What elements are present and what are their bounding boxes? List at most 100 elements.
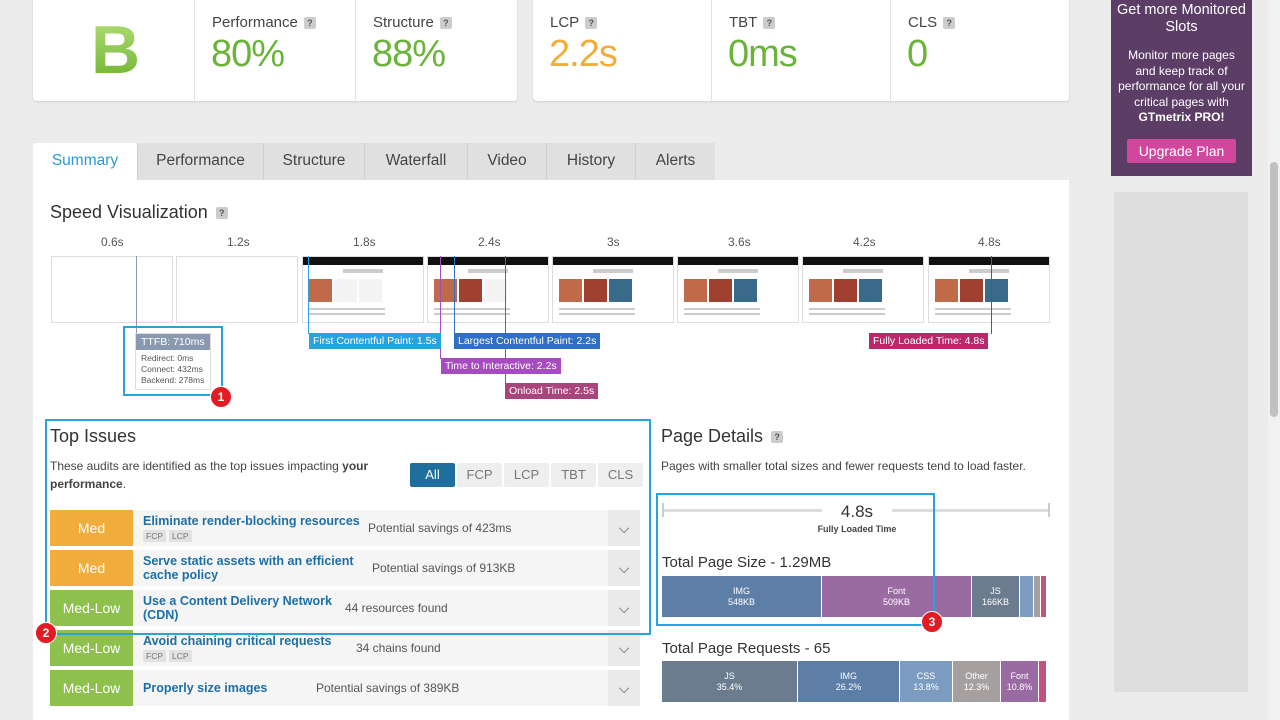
help-icon[interactable]: ? [585,16,598,29]
time-label: 1.2s [227,235,250,249]
chevron-down-icon[interactable]: ⌵ [608,550,640,586]
ad-placeholder [1114,192,1248,692]
issue-filters: All FCP LCP TBT CLS [410,463,643,487]
filter-lcp[interactable]: LCP [504,463,549,487]
issue-row[interactable]: Med-Low Properly size images Potential s… [50,670,640,706]
size-segment[interactable]: IMG 548KB [662,576,822,617]
request-segment[interactable]: IMG 26.2% [798,661,900,702]
filter-tbt[interactable]: TBT [551,463,596,487]
promo-title: Get more Monitored Slots [1117,2,1246,35]
severity-badge: Med-Low [50,630,133,666]
scrollbar-thumb[interactable] [1270,162,1278,417]
help-icon[interactable]: ? [763,16,776,29]
fully-loaded-value: 4.8s [822,502,892,522]
issue-name[interactable]: Avoid chaining critical requests [143,634,332,648]
issue-savings: Potential savings of 389KB [316,681,460,695]
filmstrip-frame[interactable] [677,256,799,323]
tbt-label: TBT [729,14,758,31]
filmstrip-frame[interactable] [302,256,424,323]
highlight-box-ttfb [123,326,223,396]
filmstrip-frame[interactable] [802,256,924,323]
lcp-label: LCP [550,14,580,31]
page-details-title: Page Details? [661,426,784,447]
issue-savings: Potential savings of 913KB [372,561,516,575]
issue-name[interactable]: Use a Content Delivery Network (CDN) [143,594,332,622]
request-segment-small[interactable] [1039,661,1046,702]
filmstrip-frame[interactable] [427,256,549,323]
highlight-box-page-size [656,493,935,626]
help-icon[interactable]: ? [943,16,956,29]
tab-summary[interactable]: Summary [33,143,138,180]
tab-waterfall[interactable]: Waterfall [365,143,468,180]
request-segment[interactable]: CSS 13.8% [900,661,953,702]
report-tabs: Summary Performance Structure Waterfall … [33,143,715,180]
time-label: 1.8s [353,235,376,249]
fully-loaded-marker: Fully Loaded Time: 4.8s [869,333,989,349]
filmstrip-frame[interactable] [552,256,674,323]
cls-metric: CLS? 0 [890,0,1069,101]
ttfb-backend: Backend: 278ms [141,375,205,385]
issue-row[interactable]: Med Serve static assets with an efficien… [50,550,640,586]
help-icon[interactable]: ? [215,206,228,219]
issue-savings: Potential savings of 423ms [368,521,512,535]
filmstrip-frame-blank[interactable] [176,256,298,323]
help-icon[interactable]: ? [303,16,316,29]
size-segment-small[interactable] [1041,576,1046,617]
chevron-down-icon[interactable]: ⌵ [608,590,640,626]
filter-cls[interactable]: CLS [598,463,643,487]
issue-row[interactable]: Med-Low Avoid chaining critical requests… [50,630,640,666]
issue-savings: 44 resources found [345,601,448,615]
time-label: 4.2s [853,235,876,249]
help-icon[interactable]: ? [439,16,452,29]
issue-name[interactable]: Properly size images [143,681,268,695]
time-label: 4.8s [978,235,1001,249]
chevron-down-icon[interactable]: ⌵ [608,630,640,666]
tab-performance[interactable]: Performance [138,143,264,180]
tag: FCP [143,650,166,662]
lcp-metric: LCP? 2.2s [533,0,711,101]
filter-fcp[interactable]: FCP [457,463,502,487]
filter-all[interactable]: All [410,463,455,487]
size-segment-small[interactable] [1034,576,1041,617]
issue-name[interactable]: Serve static assets with an efficient ca… [143,554,354,582]
fully-loaded-label: Fully Loaded Time [817,524,897,534]
lcp-value: 2.2s [549,33,618,75]
size-segment[interactable]: Font 509KB [822,576,972,617]
severity-badge: Med [50,510,133,546]
tab-structure[interactable]: Structure [264,143,365,180]
annotation-badge: 3 [921,611,943,633]
cls-label: CLS [908,14,938,31]
performance-score: Performance? 80% [194,0,356,101]
size-segment-small[interactable] [1020,576,1034,617]
severity-badge: Med-Low [50,590,133,626]
chevron-down-icon[interactable]: ⌵ [608,670,640,706]
tab-video[interactable]: Video [468,143,547,180]
request-segment[interactable]: JS 35.4% [662,661,798,702]
grade-scores-card: B Performance? 80% Structure? 88% [33,0,517,101]
page-requests-bar: JS 35.4% IMG 26.2% CSS 13.8% Other 12.3% Fon… [662,661,1046,702]
tab-alerts[interactable]: Alerts [636,143,715,180]
filmstrip-frame-blank[interactable] [51,256,173,323]
request-segment[interactable]: Other 12.3% [953,661,1001,702]
issue-name[interactable]: Eliminate render-blocking resources [143,514,360,528]
page-scrollbar[interactable] [1268,0,1280,720]
total-page-size-title: Total Page Size - 1.29MB [662,554,832,571]
issue-row[interactable]: Med-Low Use a Content Delivery Network (… [50,590,640,626]
page-details-description: Pages with smaller total sizes and fewer… [661,459,1026,473]
filmstrip-frame[interactable] [928,256,1050,323]
chevron-down-icon[interactable]: ⌵ [608,510,640,546]
performance-label: Performance [212,14,298,31]
request-segment[interactable]: Font 10.8% [1001,661,1039,702]
upgrade-plan-button[interactable]: Upgrade Plan [1126,138,1237,163]
issue-savings: 34 chains found [356,641,441,655]
size-segment[interactable]: JS 166KB [972,576,1020,617]
onload-marker: Onload Time: 2.5s [505,383,599,399]
speed-visualization-title: Speed Visualization? [50,202,228,223]
issue-row[interactable]: Med Eliminate render-blocking resources … [50,510,640,546]
promo-panel: Get more Monitored Slots Monitor more pa… [1111,0,1252,176]
tag: LCP [169,530,192,542]
tag: LCP [169,650,192,662]
lcp-marker: Largest Contentful Paint: 2.2s [454,333,601,349]
help-icon[interactable]: ? [771,430,784,443]
tab-history[interactable]: History [547,143,636,180]
